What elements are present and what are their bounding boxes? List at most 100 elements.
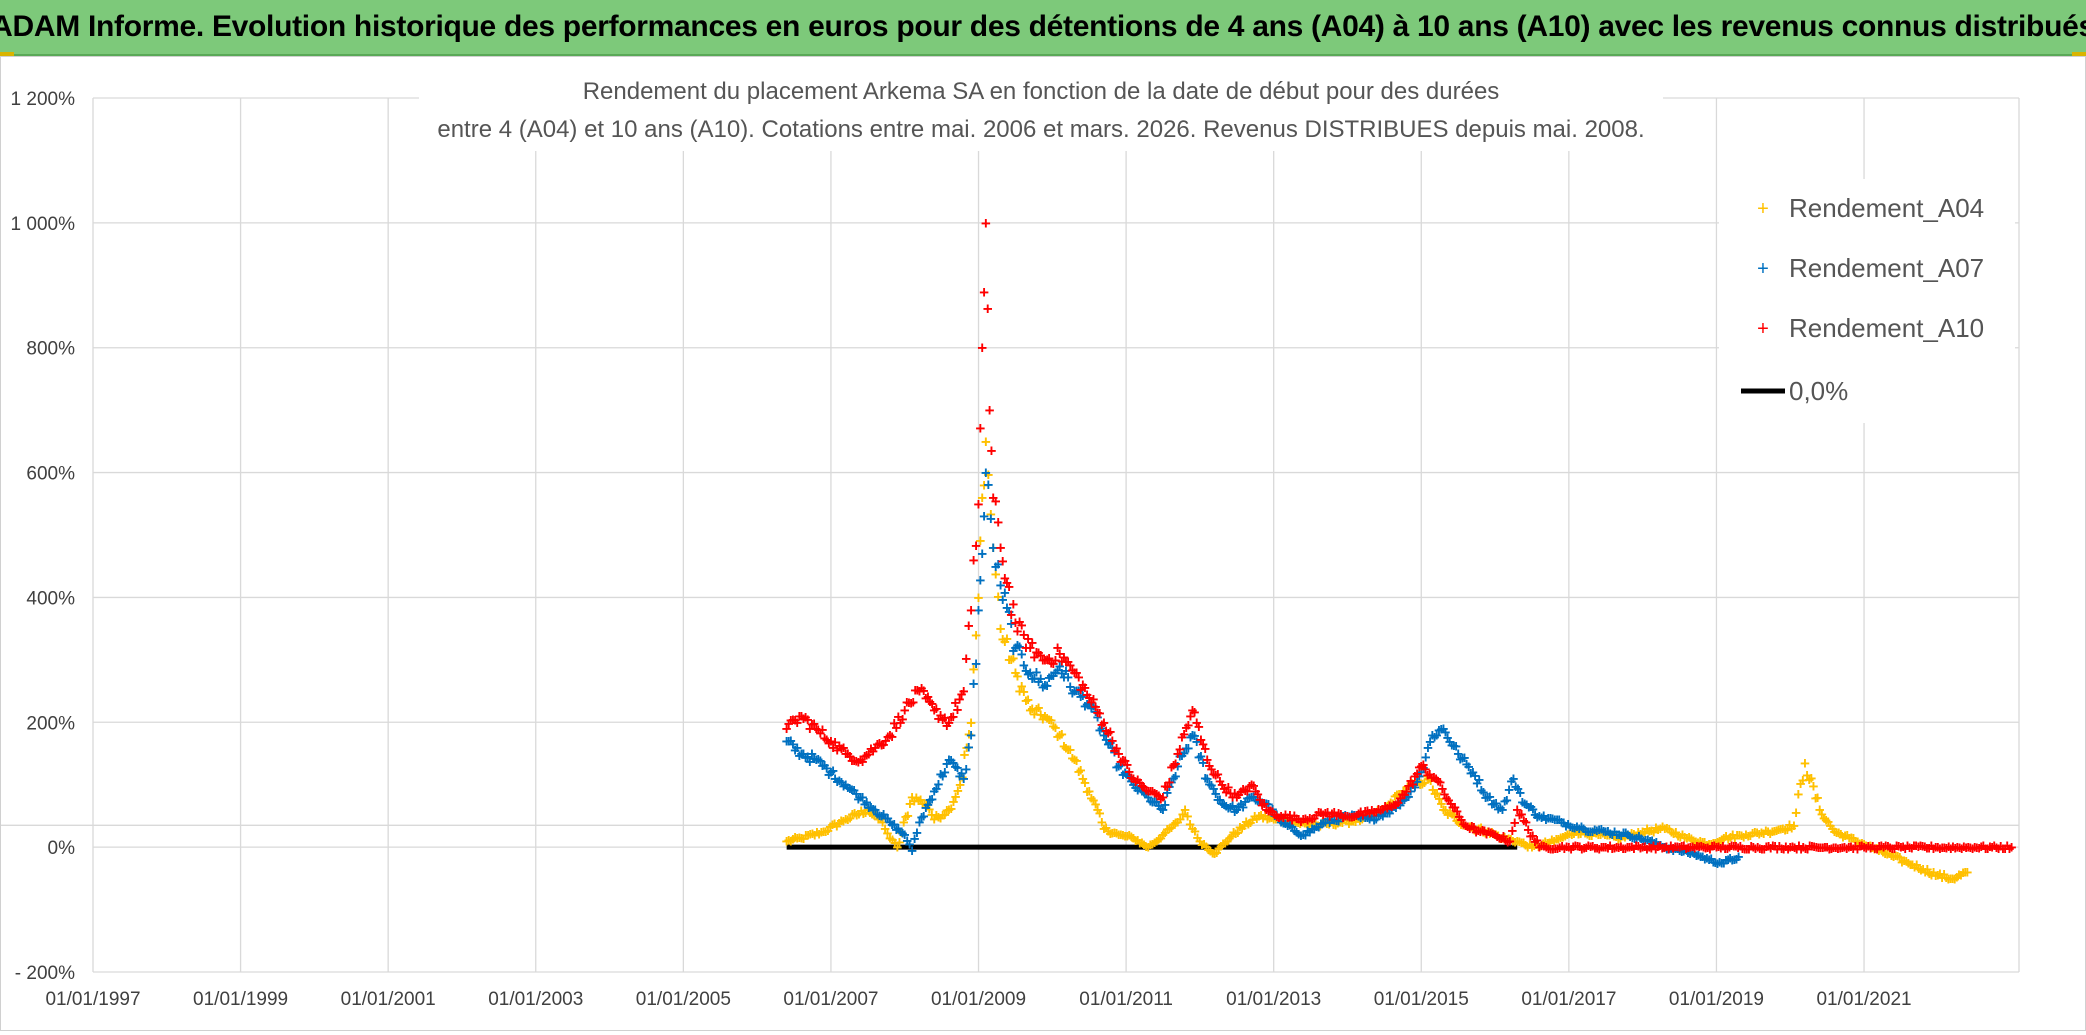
data-point: + [1154,830,1164,849]
data-point: + [1485,825,1495,844]
data-point: + [1729,851,1739,870]
data-point: + [796,707,806,726]
data-point: + [1985,837,1995,856]
data-point: + [940,805,950,824]
data-point: + [1618,840,1628,859]
data-point: + [919,682,929,701]
data-point: + [1500,792,1510,811]
data-point: + [794,828,804,847]
data-point: + [1616,829,1626,848]
data-point: + [1485,788,1495,807]
data-point: + [1162,778,1172,797]
data-point: + [1173,757,1183,776]
data-point: + [1209,765,1219,784]
data-point: + [964,725,974,744]
grid-layer [92,97,2020,973]
data-point: + [1664,840,1674,859]
data-point: + [1554,810,1564,829]
data-point: + [1237,819,1247,838]
data-point: + [1425,733,1435,752]
data-point: + [1519,812,1529,831]
data-point: + [1711,838,1721,857]
data-point: + [952,700,962,719]
data-point: + [1808,777,1818,796]
data-point: + [1580,824,1590,843]
data-point: + [1708,834,1718,853]
data-point: + [1394,785,1404,804]
data-point: + [1732,850,1742,869]
data-point: + [1126,772,1136,791]
data-point: + [1536,837,1546,856]
data-point: + [1763,823,1773,842]
data-point: + [1646,839,1656,858]
data-point: + [1190,703,1200,722]
data-point: + [1309,820,1319,839]
data-point: + [1042,651,1052,670]
data-point: + [792,714,802,733]
data-point: + [809,714,819,733]
data-point: + [855,788,865,807]
data-point: + [1040,651,1050,670]
data-point: + [1656,836,1666,855]
data-point: + [1294,825,1304,844]
data-point: + [1371,803,1381,822]
data-point: + [1876,840,1886,859]
data-point: + [897,823,907,842]
data-point: + [1587,827,1597,846]
data-point: + [1710,834,1720,853]
data-point: + [1737,827,1747,846]
data-point: + [1573,837,1583,856]
data-point: + [1346,812,1356,831]
data-point: + [1365,810,1375,829]
data-point: + [1272,806,1282,825]
data-point: + [933,775,943,794]
data-point: + [1705,840,1715,859]
data-point: + [1219,796,1229,815]
data-point: + [1927,866,1937,885]
data-point: + [1253,792,1263,811]
data-point: + [1103,822,1113,841]
data-point: + [1640,838,1650,857]
data-point: + [918,794,928,813]
data-point: + [878,813,888,832]
data-point: + [1211,766,1221,785]
data-point: + [1720,839,1730,858]
data-point: + [1554,830,1564,849]
legend-item-a10: + Rendement_A10 [1757,313,1984,343]
data-point: + [1523,821,1533,840]
data-point: + [1175,740,1185,759]
data-point: + [1629,825,1639,844]
data-point: + [1398,781,1408,800]
data-point: + [1998,840,2008,859]
data-point: + [1425,765,1435,784]
data-point: + [1378,807,1388,826]
data-point: + [1475,823,1485,842]
data-point: + [1825,816,1835,835]
data-point: + [974,601,984,620]
data-point: + [1306,816,1316,835]
data-point: + [1143,782,1153,801]
data-point: + [1101,731,1111,750]
data-point: + [1166,773,1176,792]
data-point: + [1804,771,1814,790]
data-point: + [1594,840,1604,859]
data-point: + [1476,819,1486,838]
data-point: + [870,801,880,820]
data-point: + [820,756,830,775]
data-point: + [1133,770,1143,789]
data-point: + [1500,828,1510,847]
data-point: + [1124,767,1134,786]
data-point: + [1946,869,1956,888]
data-point: + [1116,753,1126,772]
data-point: + [1922,860,1932,879]
data-point: + [1223,799,1233,818]
data-point: + [864,798,874,817]
data-point: + [1378,800,1388,819]
data-point: + [979,507,989,526]
data-point: + [1025,701,1035,720]
data-point: + [883,824,893,843]
data-point: + [1253,785,1263,804]
data-point: + [1433,772,1443,791]
data-point: + [1658,838,1668,857]
data-point: + [1246,814,1256,833]
